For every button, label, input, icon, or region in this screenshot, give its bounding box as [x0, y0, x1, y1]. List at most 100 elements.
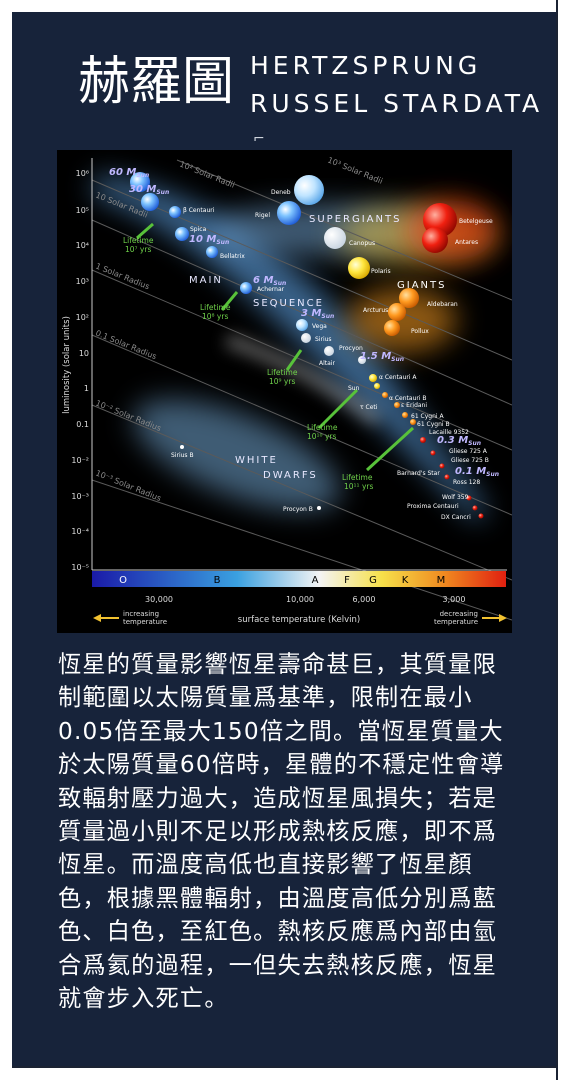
left-arrow-icon	[93, 614, 101, 622]
y-tick: 10⁻⁵	[71, 563, 89, 572]
star-name: Betelgeuse	[459, 218, 493, 225]
body-line: 於太陽質量60倍時，星體的不穩定性會導	[58, 751, 505, 779]
mass-label: 60 M	[109, 167, 136, 178]
star-marker	[382, 392, 388, 398]
star-marker	[141, 193, 159, 211]
star-name: τ Ceti	[360, 404, 378, 411]
arrow-label: temperature	[434, 618, 478, 626]
star-name: Altair	[319, 360, 335, 367]
lifetime-pointers	[136, 222, 415, 472]
svg-text:0.3 MSun: 0.3 MSun	[437, 435, 481, 447]
star-marker	[472, 505, 478, 511]
title-chinese: 赫羅圖	[78, 52, 235, 112]
body-line: 0.05倍至最大150倍之間。當恆星質量大	[58, 717, 504, 745]
x-tick: 3,000	[443, 595, 466, 604]
star-marker	[175, 227, 189, 241]
mass-subscript: Sun	[156, 189, 169, 196]
svg-text:60 MSun: 60 MSun	[109, 167, 149, 179]
main-sequence-stars	[130, 172, 484, 519]
star-name: Pollux	[411, 328, 429, 335]
star-name: Arcturus	[363, 307, 388, 314]
temperature-arrows: increasing temperature decreasing temper…	[93, 610, 507, 626]
mass-label: 0.3 M	[437, 435, 468, 446]
star-marker	[374, 383, 380, 389]
y-tick: 10³	[76, 277, 89, 286]
star-name: Vega	[312, 323, 327, 330]
star-marker	[169, 206, 181, 218]
radius-label: 1 Solar Radius	[94, 262, 151, 292]
region-label: SUPERGIANTS	[309, 214, 401, 225]
mass-label: 6 M	[253, 275, 273, 286]
svg-text:1.5 MSun: 1.5 MSun	[360, 351, 404, 363]
body-line: 恆星的質量影響恆星壽命甚巨，其質量限	[58, 651, 497, 678]
spectral-class: G	[369, 575, 377, 586]
x-tick: 30,000	[145, 595, 173, 604]
star-marker	[358, 356, 366, 364]
star-marker	[410, 419, 416, 425]
mass-subscript: Sun	[136, 172, 149, 179]
spectral-class: F	[344, 575, 350, 586]
svg-text:30 MSun: 30 MSun	[129, 184, 169, 196]
star-names: Deneb Rigel β Centauri Spica Bellatrix A…	[171, 189, 493, 521]
star-name: Spica	[190, 226, 207, 233]
mass-label: 10 M	[189, 234, 216, 245]
star-name: Proxima Centauri	[407, 503, 459, 510]
lifetime-label: 10¹¹ yrs	[344, 482, 373, 491]
star-name: β Centauri	[183, 207, 215, 214]
star-name: α Centauri A	[379, 374, 417, 381]
y-tick: 10	[79, 349, 89, 358]
arrow-label: increasing	[123, 610, 159, 618]
body-line: 合爲氦的過程，一但失去熱核反應，恆星	[58, 951, 497, 979]
star-name: Antares	[455, 239, 478, 246]
y-tick: 10²	[76, 313, 89, 322]
spectral-class: M	[437, 575, 446, 586]
star-marker	[369, 374, 377, 382]
spectral-bar	[92, 571, 506, 587]
star-name: Sirius B	[171, 452, 194, 459]
star-name: Procyon B	[283, 506, 313, 513]
lifetime-label: Lifetime	[267, 368, 298, 377]
mass-subscript: Sun	[216, 239, 229, 246]
star-name: α Centauri B	[389, 395, 427, 402]
star-name: Achernar	[257, 286, 285, 293]
body-line: 質量過小則不足以形成熱核反應，即不爲	[58, 818, 497, 846]
radius-lines	[91, 159, 512, 621]
body-line: 制範圍以太陽質量爲基準，限制在最小	[58, 684, 473, 712]
lifetime-label: Lifetime	[200, 303, 231, 312]
mass-label: 1.5 M	[360, 351, 391, 362]
lifetime-label: Lifetime	[307, 423, 338, 432]
star-marker	[277, 201, 301, 225]
radius-label: 10² Solar Radii	[178, 160, 236, 190]
star-marker	[420, 437, 426, 443]
hr-diagram-svg: 10³ Solar Radii 10² Solar Radii 10 Solar…	[62, 156, 512, 626]
star-name: Ross 128	[453, 479, 480, 486]
y-tick: 10⁻³	[71, 492, 89, 501]
star-marker	[444, 474, 450, 480]
star-marker	[206, 246, 218, 258]
y-tick: 10⁵	[76, 206, 89, 215]
body-line: 恆星。而溫度高低也直接影響了恆星顏	[58, 851, 473, 879]
x-tick: 6,000	[353, 595, 376, 604]
lifetime-label: 10⁹ yrs	[269, 377, 295, 386]
mass-subscript: Sun	[391, 356, 404, 363]
y-tick: 0.1	[76, 420, 89, 429]
hr-diagram: 10³ Solar Radii 10² Solar Radii 10 Solar…	[57, 150, 512, 633]
svg-text:10 MSun: 10 MSun	[189, 234, 229, 246]
body-line: 色，根據黑體輻射，由溫度高低分別爲藍	[58, 884, 497, 912]
star-marker	[402, 412, 408, 418]
mass-subscript: Sun	[468, 440, 481, 447]
star-name: Bellatrix	[220, 253, 245, 260]
body-line: 就會步入死亡。	[58, 985, 229, 1013]
y-tick: 10⁶	[76, 169, 89, 178]
star-name: 61 Cygni B	[417, 421, 450, 428]
arrow-label: decreasing	[440, 610, 478, 618]
star-name: Rigel	[255, 212, 270, 219]
body-text: 恆星的質量影響恆星壽命甚巨，其質量限 制範圍以太陽質量爲基準，限制在最小 0.0…	[58, 648, 528, 1015]
star-marker	[301, 333, 311, 343]
y-tick: 10⁴	[76, 241, 89, 250]
star-marker	[466, 495, 472, 501]
spectral-labels: O B A F G K M	[119, 575, 445, 586]
star-marker	[384, 320, 400, 336]
star-marker	[399, 288, 419, 308]
star-marker	[180, 445, 184, 449]
